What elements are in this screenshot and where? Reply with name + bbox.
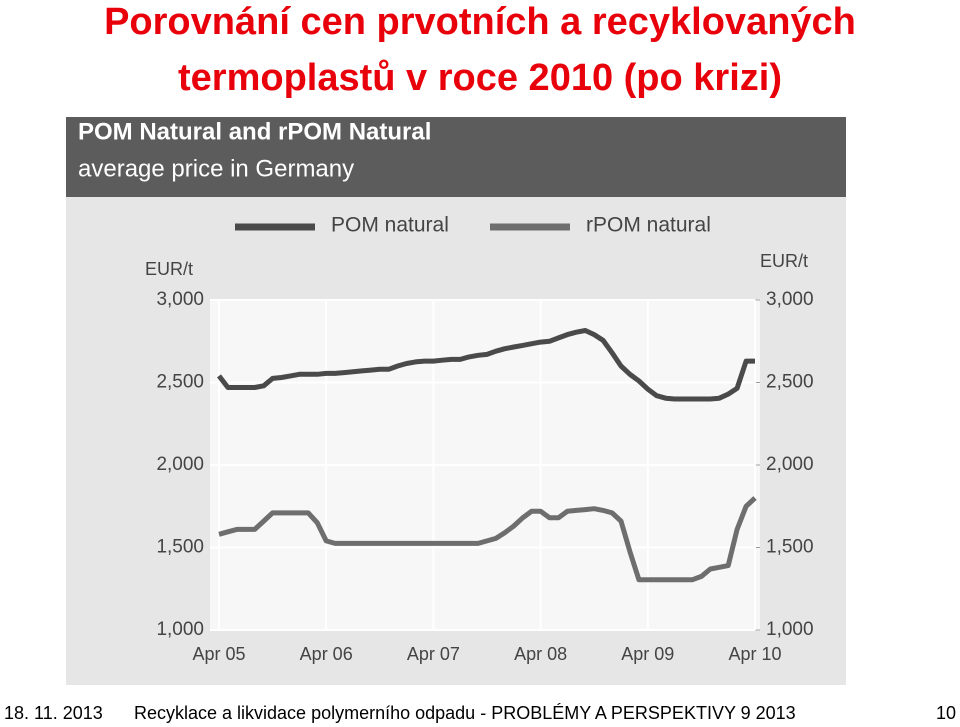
x-tick-label: Apr 08 xyxy=(514,644,567,664)
y-tick-label: 2,000 xyxy=(156,454,204,475)
slide-title: termoplastů v roce 2010 (po krizi) xyxy=(178,57,782,99)
legend-label: POM natural xyxy=(331,214,449,237)
series-line xyxy=(217,328,755,402)
y2-tick-label: 2,000 xyxy=(766,454,814,475)
y2-tick-label: 3,000 xyxy=(766,289,814,310)
y2-tick-label: 1,000 xyxy=(766,619,814,640)
y2-tick-label: 1,500 xyxy=(766,537,814,558)
slide-title: Porovnání cen prvotních a recyklovaných xyxy=(104,1,856,43)
x-tick-label: Apr 09 xyxy=(621,644,674,664)
y-tick-label: 3,000 xyxy=(156,289,204,310)
chart-subtitle: average price in Germany xyxy=(78,155,354,182)
y-axis-label: EUR/t xyxy=(145,259,193,279)
x-tick-label: Apr 05 xyxy=(192,644,245,664)
x-tick-label: Apr 07 xyxy=(407,644,460,664)
legend-label: rPOM natural xyxy=(586,214,711,237)
x-tick-label: Apr 06 xyxy=(300,644,353,664)
y-tick-label: 1,000 xyxy=(156,619,204,640)
series-line xyxy=(218,496,757,583)
chart-title: POM Natural and rPOM Natural xyxy=(78,118,431,145)
footer-page: 10 xyxy=(936,703,956,723)
footer-text: Recyklace a likvidace polymerního odpadu… xyxy=(134,703,796,723)
y-tick-label: 2,500 xyxy=(156,372,204,393)
y2-tick-label: 2,500 xyxy=(766,372,814,393)
chart-header xyxy=(66,117,846,197)
footer-date: 18. 11. 2013 xyxy=(4,703,103,723)
y-tick-label: 1,500 xyxy=(156,537,204,558)
x-tick-label: Apr 10 xyxy=(728,644,781,664)
y2-axis-label: EUR/t xyxy=(760,251,808,271)
